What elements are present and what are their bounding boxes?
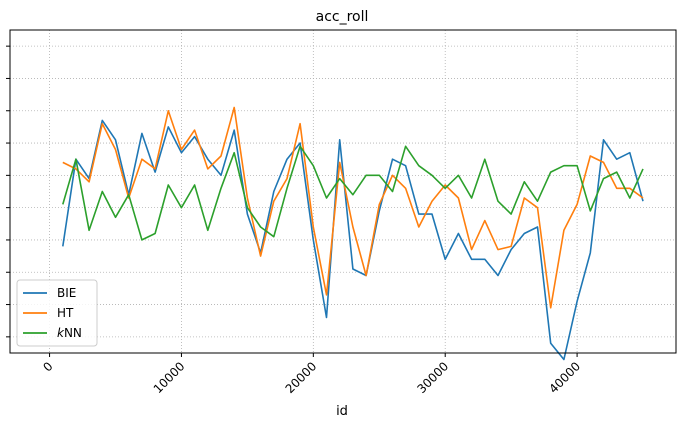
legend-box bbox=[16, 279, 98, 347]
x-tick-label: 40000 bbox=[546, 359, 583, 396]
legend-label: kNN bbox=[57, 326, 82, 340]
legend-label: HT bbox=[57, 306, 74, 320]
x-tick-label: 0 bbox=[40, 359, 55, 374]
x-axis-label: id bbox=[336, 404, 348, 419]
legend-label: BIE bbox=[57, 286, 76, 300]
series-lines bbox=[62, 106, 644, 361]
x-tick-label: 20000 bbox=[283, 359, 320, 396]
x-tick-label: 10000 bbox=[151, 359, 188, 396]
series-line-bie bbox=[62, 119, 644, 361]
legend: BIE HT kNN bbox=[16, 279, 98, 347]
x-tick-label: 30000 bbox=[414, 359, 451, 396]
series-line-knn bbox=[62, 145, 644, 241]
series-line-ht bbox=[62, 106, 644, 309]
plot-frame bbox=[9, 29, 677, 354]
chart-title: acc_roll bbox=[316, 9, 369, 25]
